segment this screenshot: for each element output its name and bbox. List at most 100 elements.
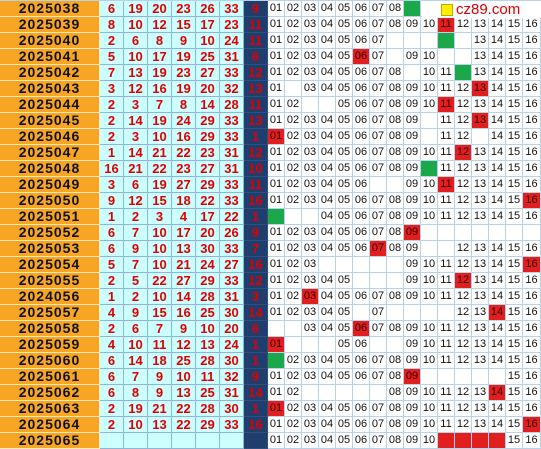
red-ball-cell: 2 [100,129,124,145]
blue-dist-cell: 04 [319,401,336,417]
blue-dist-cell: 01 [268,257,285,273]
blue-hit-cell [489,433,506,449]
red-ball-cell: 7 [148,321,172,337]
red-ball-cell: 14 [172,289,196,305]
issue-number: 2025045 [0,113,100,129]
red-ball-cell: 33 [220,65,244,81]
red-ball-cell: 23 [220,17,244,33]
red-ball-cell: 20 [148,1,172,17]
blue-dist-cell: 03 [302,353,319,369]
issue-number: 2025046 [0,129,100,145]
blue-dist-cell: 05 [336,433,353,449]
blue-dist-cell: 08 [387,385,404,401]
blue-dist-cell: 02 [285,49,302,65]
red-ball-cell: 25 [196,305,220,321]
blue-ball-cell: 1 [244,337,268,353]
blue-dist-cell [285,337,302,353]
blue-dist-cell: 08 [387,241,404,257]
red-ball-cell: 2 [100,417,124,433]
blue-dist-cell: 16 [523,65,541,81]
table-row: 2025045 2 14 19 24 29 33 13 01 02 03 04 05 06 07 08 09 11… [0,113,541,129]
blue-dist-cell [387,305,404,321]
blue-dist-cell: 14 [489,401,506,417]
blue-dist-cell: 06 [353,353,370,369]
blue-dist-cell: 02 [285,273,302,289]
blue-dist-cell [285,321,302,337]
blue-dist-cell: 06 [353,17,370,33]
blue-hit-cell: 01 [268,129,285,145]
blue-hit-cell: 01 [268,401,285,417]
red-ball-cell: 22 [172,401,196,417]
blue-dist-cell: 06 [353,161,370,177]
blue-hit-cell: 03 [302,289,319,305]
blue-dist-cell [472,369,489,385]
blue-dist-cell: 04 [319,177,336,193]
blue-dist-cell: 06 [353,177,370,193]
blue-dist-cell: 05 [336,177,353,193]
blue-dist-cell: 15 [506,353,523,369]
blue-dist-cell: 01 [268,369,285,385]
red-ball-cell: 28 [196,289,220,305]
red-ball-cell: 3 [124,129,148,145]
red-ball-cell: 11 [148,337,172,353]
blue-dist-cell: 10 [421,145,438,161]
red-ball-cell: 10 [196,33,220,49]
blue-dist-cell: 03 [302,401,319,417]
blue-hit-cell: 14 [489,385,506,401]
blue-dist-cell: 07 [370,113,387,129]
blue-dist-cell: 12 [455,401,472,417]
red-ball-cell [220,433,244,449]
blue-ball-cell: 1 [244,209,268,225]
blue-dist-cell: 04 [319,49,336,65]
blue-dist-cell: 05 [336,129,353,145]
blue-dist-cell [438,305,455,321]
blue-dist-cell: 09 [404,401,421,417]
red-ball-cell: 31 [220,289,244,305]
blue-hit-cell: 16 [523,193,541,209]
blue-hit-cell: 16 [523,417,541,433]
issue-number: 2025040 [0,33,100,49]
red-ball-cell: 31 [220,145,244,161]
blue-dist-cell: 02 [285,369,302,385]
blue-dist-cell: 05 [336,401,353,417]
blue-dist-cell: 16 [523,145,541,161]
blue-dist-cell: 07 [370,33,387,49]
red-ball-cell: 2 [100,273,124,289]
blue-dist-cell: 14 [489,417,506,433]
blue-hit-cell: 06 [353,49,370,65]
red-ball-cell: 5 [100,257,124,273]
blue-dist-cell: 04 [319,321,336,337]
red-ball-cell: 13 [172,241,196,257]
blue-dist-cell: 06 [353,97,370,113]
blue-dist-cell [302,385,319,401]
blue-dist-cell: 13 [472,385,489,401]
red-ball-cell: 25 [196,385,220,401]
blue-dist-cell: 06 [353,337,370,353]
red-ball-cell: 4 [172,209,196,225]
red-ball-cell: 22 [172,145,196,161]
red-ball-cell: 14 [124,145,148,161]
blue-dist-cell: 06 [353,289,370,305]
blue-dist-cell: 12 [455,385,472,401]
blue-dist-cell [370,273,387,289]
red-ball-cell: 16 [172,129,196,145]
blue-dist-cell: 06 [353,145,370,161]
blue-dist-cell: 15 [506,401,523,417]
red-ball-cell: 29 [196,129,220,145]
red-ball-cell: 19 [124,1,148,17]
red-ball-cell: 1 [100,289,124,305]
blue-dist-cell: 10 [421,273,438,289]
blue-hit-cell: 09 [404,225,421,241]
red-ball-cell: 33 [220,417,244,433]
blue-dist-cell: 12 [455,113,472,129]
red-ball-cell: 6 [100,225,124,241]
issue-number: 2025041 [0,49,100,65]
blue-dist-cell: 07 [370,193,387,209]
red-ball-cell: 3 [124,97,148,113]
blue-dist-cell [370,257,387,273]
table-row: 2025040 2 6 8 9 10 24 11 01 02 03 04 05 06 07 13 14 15 16 [0,33,541,49]
issue-number: 2025057 [0,305,100,321]
blue-dist-cell: 01 [268,273,285,289]
red-ball-cell: 8 [148,33,172,49]
blue-dist-cell: 12 [455,193,472,209]
